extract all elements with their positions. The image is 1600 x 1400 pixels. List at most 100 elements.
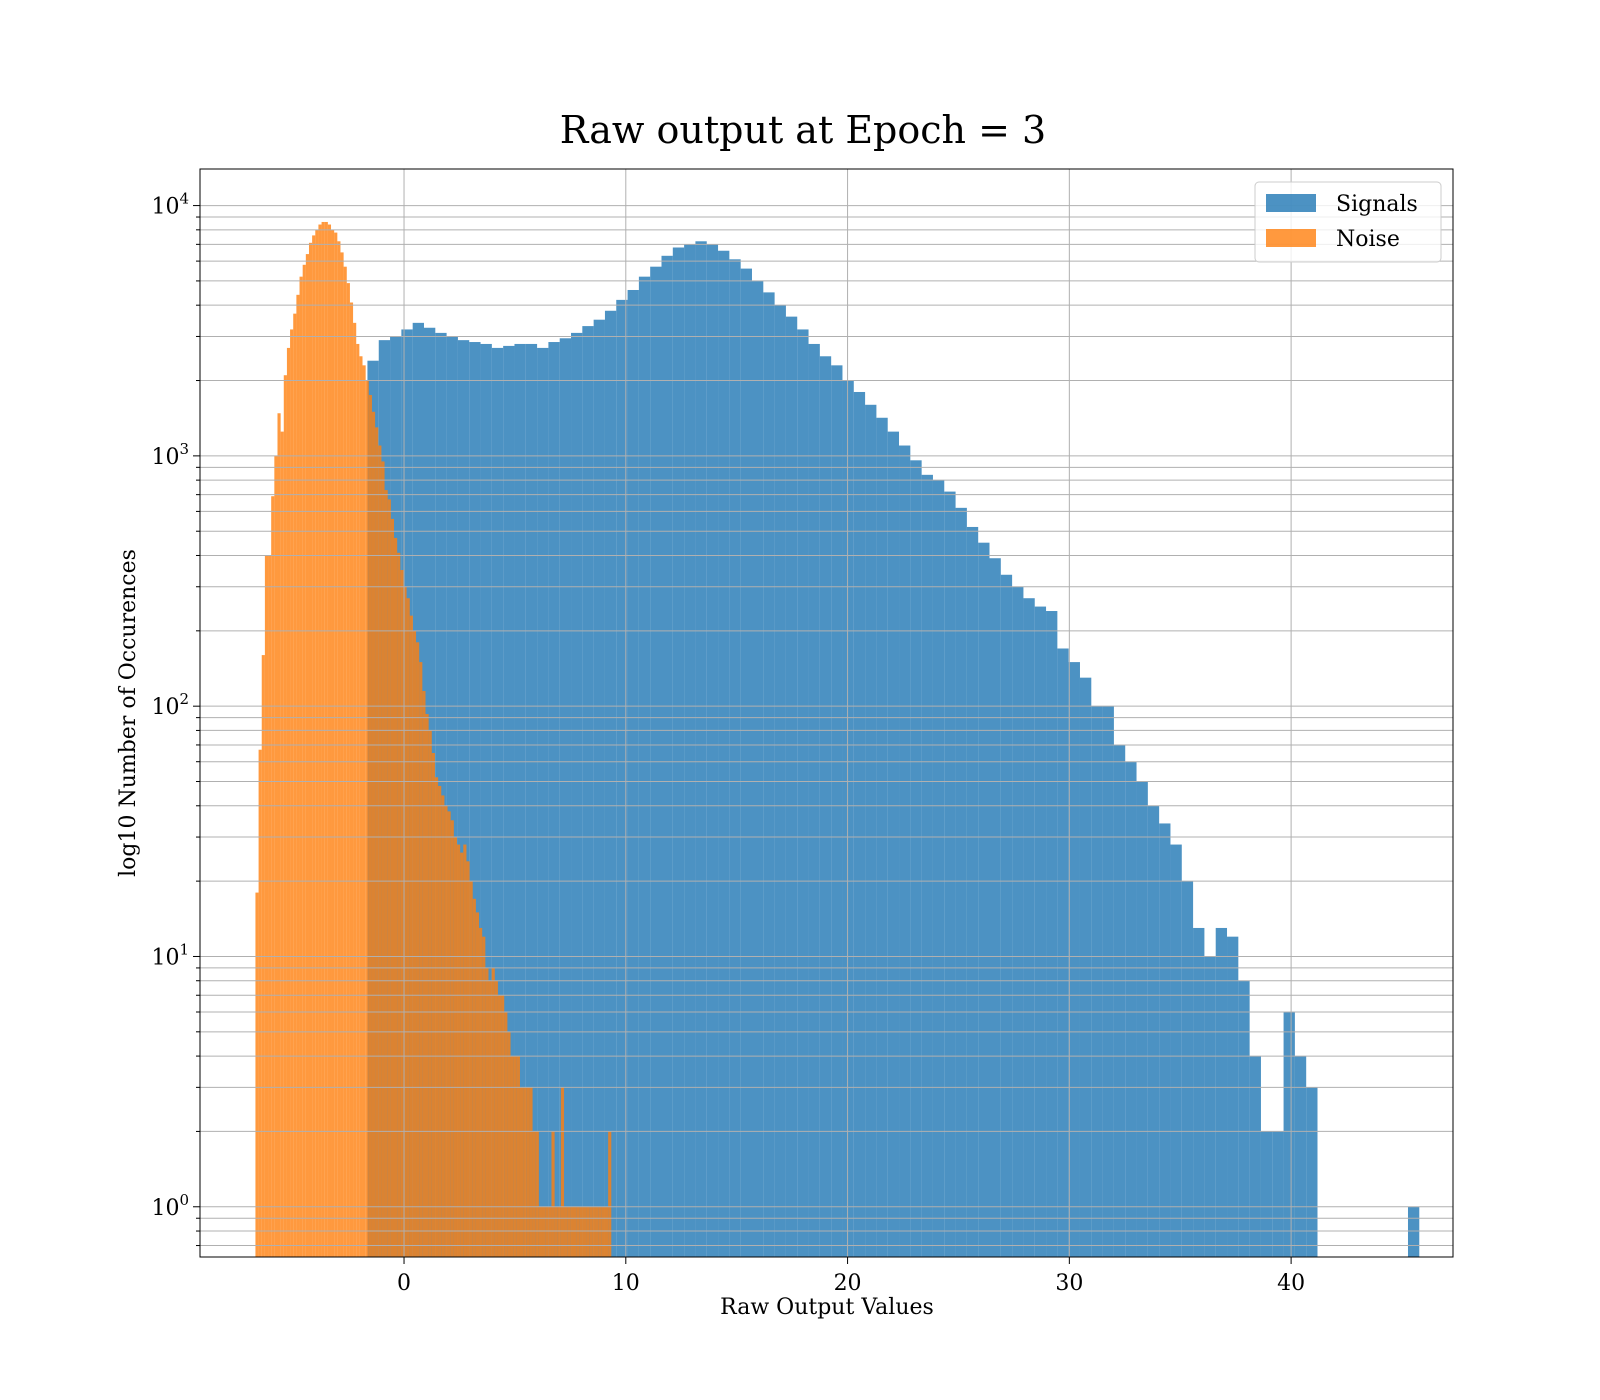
- chart-title: Raw output at Epoch = 3: [560, 108, 1046, 152]
- bar-noise: [293, 313, 297, 1257]
- bar-noise: [475, 912, 480, 1257]
- bar-noise: [403, 586, 407, 1257]
- bar-signals: [1091, 706, 1103, 1257]
- bar-noise: [286, 347, 291, 1257]
- bar-noise: [258, 749, 262, 1257]
- bar-noise: [510, 1056, 514, 1257]
- bar-noise: [337, 241, 341, 1258]
- bar-signals: [910, 460, 922, 1257]
- bar-signals: [1102, 706, 1114, 1257]
- plot-bars: [255, 221, 1420, 1258]
- bar-noise: [567, 1206, 571, 1257]
- bar-signals: [706, 244, 719, 1258]
- bar-noise: [434, 777, 439, 1257]
- bar-signals: [718, 250, 730, 1258]
- bar-noise: [608, 1131, 612, 1257]
- legend-label-noise: Noise: [1336, 227, 1400, 252]
- bar-signals: [831, 365, 843, 1258]
- bar-noise: [428, 730, 432, 1257]
- bar-noise: [456, 844, 461, 1257]
- bar-signals: [1272, 1131, 1284, 1257]
- bar-signals: [865, 404, 877, 1257]
- bar-signals: [1113, 744, 1126, 1257]
- bar-noise: [312, 235, 316, 1257]
- bar-noise: [564, 1206, 568, 1257]
- bar-signals: [1034, 606, 1047, 1257]
- bar-noise: [545, 1206, 549, 1257]
- bar-noise: [554, 1206, 558, 1257]
- bar-signals: [853, 391, 866, 1258]
- y-tick-label: 102: [151, 690, 189, 720]
- legend-swatch-noise: [1266, 229, 1316, 247]
- bar-signals: [661, 255, 673, 1258]
- bar-signals: [559, 338, 572, 1257]
- bar-noise: [519, 1087, 524, 1257]
- bar-noise: [397, 552, 401, 1257]
- bar-noise: [485, 967, 489, 1257]
- bar-signals: [932, 480, 945, 1257]
- bar-noise: [371, 411, 376, 1257]
- bar-noise: [542, 1206, 546, 1257]
- bar-signals: [616, 299, 628, 1257]
- bar-noise: [412, 630, 417, 1257]
- bar-noise: [359, 356, 363, 1257]
- bar-signals: [842, 380, 854, 1257]
- bar-signals: [751, 280, 764, 1257]
- bar-noise: [390, 518, 395, 1257]
- bar-noise: [280, 431, 284, 1257]
- bar-noise: [324, 221, 328, 1258]
- bar-signals: [672, 247, 685, 1257]
- bar-noise: [453, 837, 457, 1257]
- bar-signals: [525, 343, 538, 1257]
- x-tick-label: 40: [1277, 1271, 1305, 1296]
- bar-noise: [463, 844, 467, 1257]
- bar-noise: [381, 461, 385, 1257]
- bar-signals: [571, 332, 583, 1257]
- x-tick-label: 10: [612, 1271, 640, 1296]
- bar-signals: [684, 244, 696, 1258]
- bar-noise: [356, 343, 360, 1257]
- bar-noise: [469, 881, 473, 1257]
- bar-noise: [494, 980, 498, 1257]
- bar-noise: [409, 615, 413, 1257]
- bar-noise: [305, 254, 309, 1258]
- bar-noise: [501, 995, 505, 1257]
- bar-signals: [695, 241, 707, 1258]
- bar-noise: [526, 1087, 530, 1257]
- bar-signals: [1125, 761, 1137, 1257]
- bar-noise: [302, 264, 306, 1257]
- bar-signals: [1012, 586, 1024, 1257]
- bar-signals: [1283, 1012, 1295, 1257]
- y-tick-label: 101: [151, 940, 189, 970]
- bar-noise: [416, 642, 420, 1257]
- bar-noise: [504, 1012, 508, 1257]
- bar-noise: [308, 242, 313, 1257]
- bar-noise: [535, 1131, 539, 1257]
- bar-noise: [394, 537, 398, 1257]
- bar-signals: [1204, 956, 1216, 1257]
- bar-noise: [551, 1131, 555, 1257]
- bar-signals: [944, 491, 956, 1258]
- bar-noise: [532, 1131, 536, 1257]
- legend-label-signals: Signals: [1336, 192, 1418, 217]
- bar-noise: [277, 413, 281, 1257]
- bar-noise: [340, 252, 344, 1257]
- bar-noise: [497, 995, 502, 1257]
- bar-noise: [438, 785, 442, 1257]
- bar-noise: [605, 1206, 609, 1257]
- bar-signals: [1023, 598, 1035, 1257]
- bar-noise: [271, 496, 275, 1258]
- bar-signals: [1000, 574, 1013, 1257]
- bar-noise: [268, 555, 272, 1257]
- bar-signals: [582, 326, 594, 1258]
- bar-noise: [274, 455, 278, 1257]
- bar-noise: [513, 1056, 517, 1257]
- bar-signals: [1046, 611, 1058, 1257]
- bar-signals: [627, 289, 639, 1257]
- bar-noise: [447, 811, 451, 1257]
- bar-noise: [299, 276, 303, 1257]
- bar-noise: [472, 898, 476, 1257]
- bar-noise: [255, 892, 259, 1257]
- grid-lines: [200, 169, 1453, 1257]
- bar-signals: [491, 347, 504, 1257]
